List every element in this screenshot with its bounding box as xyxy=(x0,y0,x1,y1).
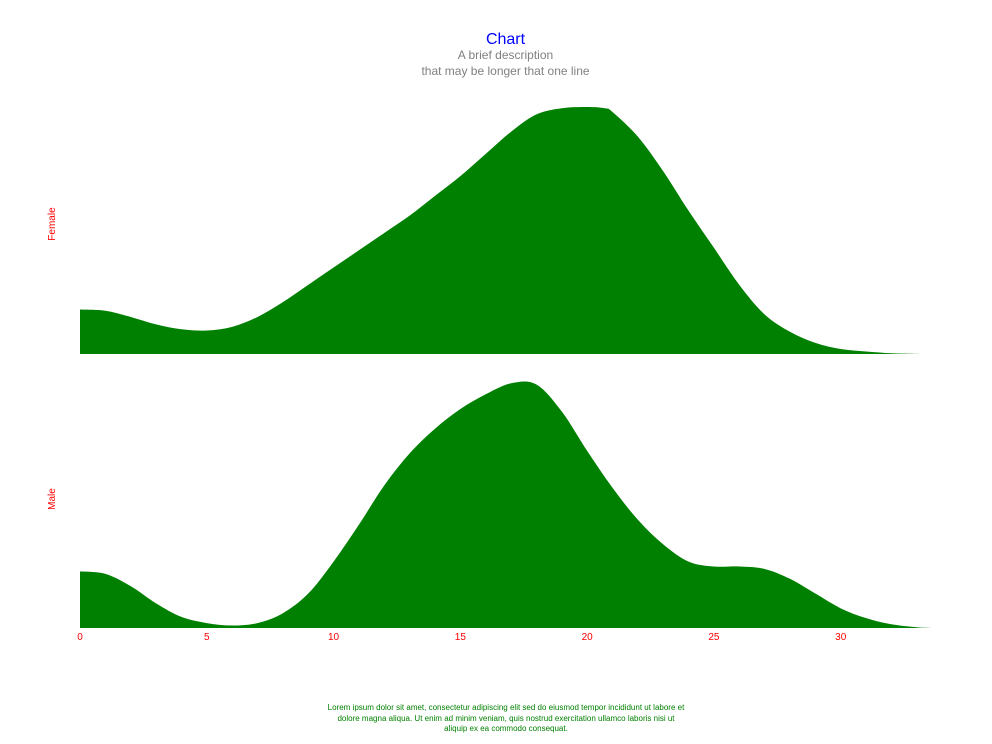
x-tick-label-30: 30 xyxy=(835,632,847,643)
chart-footer-note: Lorem ipsum dolor sit amet, consectetur … xyxy=(327,703,685,733)
series-label-female: Female xyxy=(47,207,58,241)
density-area-female xyxy=(80,107,922,354)
x-tick-label-0: 0 xyxy=(77,632,83,643)
density-areas xyxy=(80,107,932,628)
chart-title: Chart xyxy=(485,31,526,48)
x-tick-label-5: 5 xyxy=(204,632,210,643)
chart-subtitle-line-2: that may be longer that one line xyxy=(421,64,590,78)
x-tick-label-15: 15 xyxy=(455,632,467,643)
series-labels: Female Male xyxy=(47,207,58,510)
series-label-male: Male xyxy=(47,488,58,510)
x-axis-ticks: 0 5 10 15 20 25 30 xyxy=(77,632,846,643)
x-tick-label-25: 25 xyxy=(708,632,720,643)
density-area-male xyxy=(80,381,932,628)
chart-subtitle-line-1: A brief description xyxy=(457,48,554,62)
x-tick-label-20: 20 xyxy=(582,632,594,643)
x-tick-label-10: 10 xyxy=(328,632,340,643)
